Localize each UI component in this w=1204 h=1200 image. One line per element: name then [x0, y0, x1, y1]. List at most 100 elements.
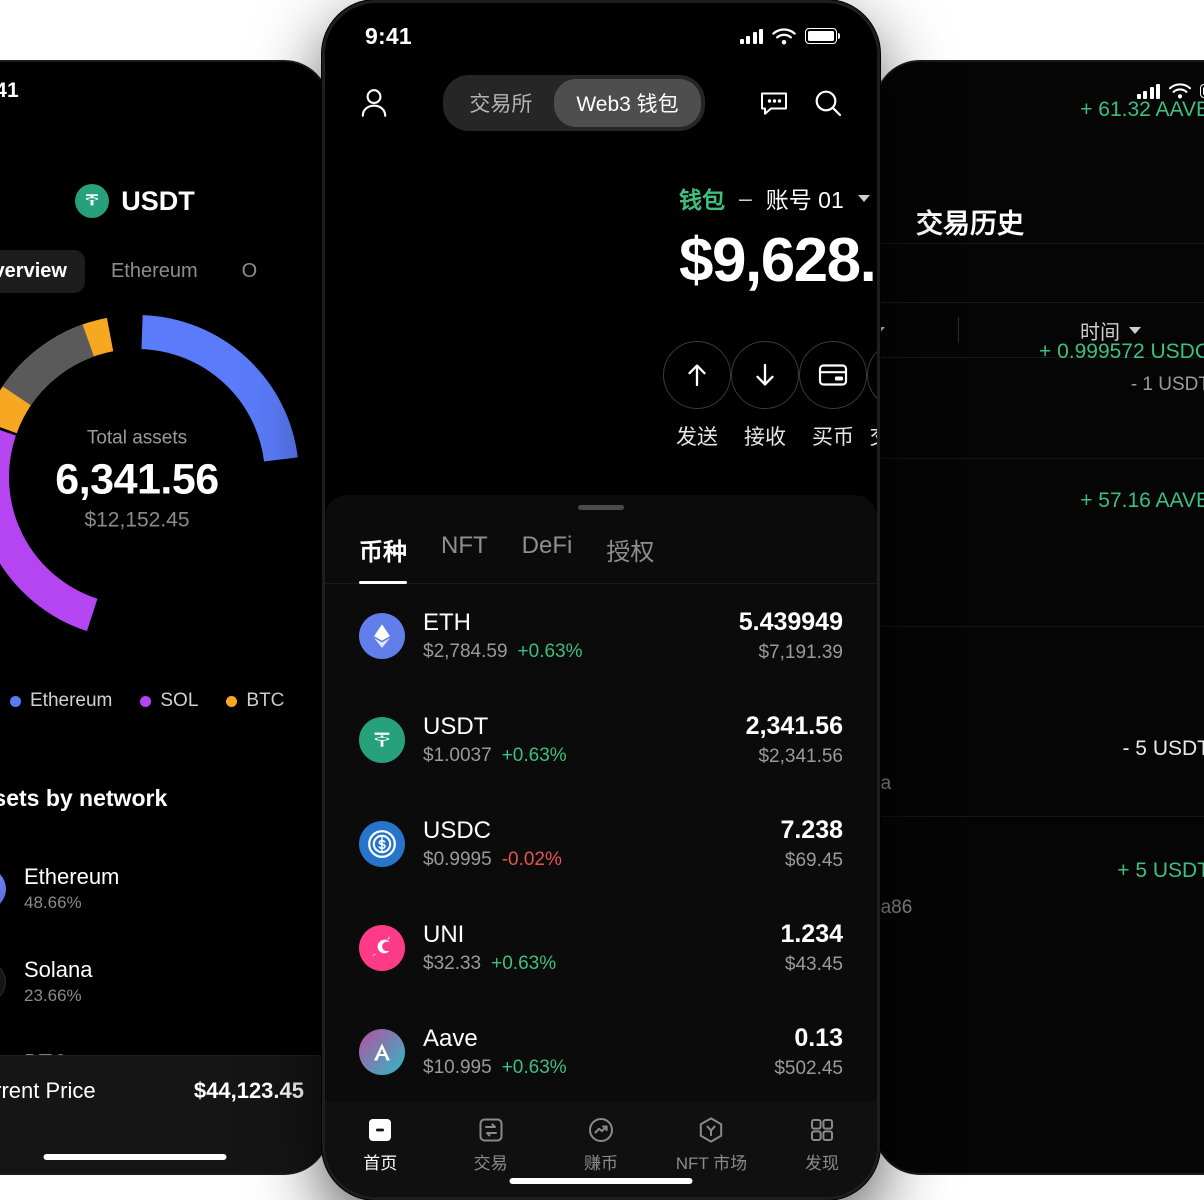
status-time: 9:41 — [365, 22, 412, 49]
legend-label-ethereum: Ethereum — [30, 690, 113, 711]
token-holdings: 5.439949 $7,191.39 — [739, 608, 843, 664]
action-send[interactable]: 发送 — [663, 341, 731, 481]
legend-item-sol: SOL — [140, 690, 198, 712]
token-row-uni[interactable]: UNI $32.33 +0.63% 1.234 $43.45 — [359, 896, 843, 1000]
nav-item-trade[interactable]: 交易 — [435, 1111, 545, 1174]
donut-total-sub: $12,152.45 — [84, 508, 190, 531]
page-title: 交易历史 — [916, 209, 1024, 239]
network-name: Solana — [24, 957, 93, 982]
assets-by-network-heading: Assets by network — [0, 785, 168, 811]
toggle-option-exchange[interactable]: 交易所 — [469, 93, 533, 116]
token-symbol: USDT — [423, 713, 489, 740]
network-percent: 23.66% — [24, 986, 82, 1005]
legend-label-sol: SOL — [160, 690, 199, 711]
nft-icon — [656, 1111, 766, 1149]
tab-defi[interactable]: DeFi — [521, 532, 573, 559]
legend-item-btc: BTC — [226, 690, 284, 712]
transaction-row[interactable]: + 61.32 AAVE — [876, 62, 1204, 244]
credit-card-icon — [799, 341, 867, 409]
token-row-eth[interactable]: ETH $2,784.59 +0.63% 5.439949 $7,191.39 — [359, 584, 843, 688]
filter-time-label: 时间 — [1080, 321, 1120, 344]
token-symbol: USDT — [121, 185, 195, 216]
arrow-down-icon — [731, 341, 799, 409]
nav-label: NFT 市场 — [675, 1154, 748, 1173]
action-receive[interactable]: 接收 — [731, 341, 799, 481]
network-info: Solana 23.66% — [24, 957, 93, 1006]
wallet-account-selector[interactable]: 钱包 – 账号 01 — [679, 181, 877, 215]
tab-overview[interactable]: Overview — [0, 250, 85, 293]
action-label: 发送 — [676, 426, 718, 449]
solana-icon — [0, 960, 6, 1003]
right-phone-transaction-history: 交易历史 时间 + 61.32 AAVE + 0.999572 USDC — [874, 60, 1204, 1175]
filter-time[interactable]: 时间 — [1080, 316, 1141, 345]
tab-tokens[interactable]: 币种 — [359, 532, 407, 584]
transaction-row[interactable]: + 5 USDT ba86 — [876, 817, 1204, 967]
wallet-name: 钱包 — [679, 187, 725, 213]
discover-icon — [767, 1111, 877, 1149]
action-label: 交易历史 — [870, 426, 878, 479]
signal-bars-icon — [1136, 83, 1160, 99]
wallet-header: 交易所 Web3 钱包 — [325, 73, 877, 133]
network-row-ethereum[interactable]: Ethereum 48.66% — [0, 842, 328, 935]
nav-item-discover[interactable]: 发现 — [767, 1111, 877, 1174]
tab-other[interactable]: O — [241, 260, 258, 282]
action-history[interactable]: 交易历史 — [867, 341, 877, 481]
token-symbol: UNI — [423, 921, 465, 948]
transaction-row[interactable]: - 5 USDT 0a — [876, 627, 1204, 817]
filter-type[interactable] — [876, 326, 885, 334]
current-price-label: Current Price — [0, 1078, 96, 1103]
wallet-action-buttons: 发送 接收 买币 交易 — [663, 341, 877, 481]
chevron-down-icon[interactable] — [857, 194, 870, 202]
usdc-icon: S — [359, 821, 405, 867]
token-change: +0.63% — [501, 1057, 567, 1078]
token-change: +0.63% — [491, 953, 557, 974]
ethereum-icon — [0, 867, 6, 910]
transaction-row[interactable]: + 57.16 AAVE — [876, 459, 1204, 627]
nav-item-nft-market[interactable]: NFT 市场 — [656, 1111, 766, 1174]
person-icon[interactable] — [359, 87, 389, 119]
token-row-aave[interactable]: Aave $10.995 +0.63% 0.13 $502.45 — [359, 1000, 843, 1101]
assets-donut-chart: Total assets 6,341.56 $12,152.45 — [0, 287, 328, 672]
toggle-option-web3-wallet[interactable]: Web3 钱包 — [554, 79, 701, 127]
token-info: USDT $1.0037 +0.63% — [423, 713, 746, 767]
sheet-grabber[interactable] — [578, 505, 624, 510]
battery-icon — [1200, 84, 1204, 98]
chevron-down-icon — [1129, 326, 1141, 334]
status-icons — [1136, 83, 1204, 99]
earn-icon — [546, 1111, 656, 1149]
tab-nft[interactable]: NFT — [441, 532, 488, 559]
tether-icon — [359, 717, 405, 763]
token-meta: $10.995 +0.63% — [423, 1057, 774, 1079]
exchange-icon — [435, 1111, 545, 1149]
wifi-icon — [1169, 83, 1191, 99]
nav-item-earn[interactable]: 赚币 — [546, 1111, 656, 1174]
network-row-solana[interactable]: Solana 23.66% — [0, 935, 328, 1028]
token-list: ETH $2,784.59 +0.63% 5.439949 $7,191.39 — [325, 584, 877, 1101]
action-buy[interactable]: 买币 — [799, 341, 867, 481]
token-change: +0.63% — [501, 745, 567, 766]
chat-bubble-icon[interactable] — [759, 89, 789, 117]
search-icon[interactable] — [813, 88, 843, 118]
transaction-row[interactable]: + 0.999572 USDC - 1 USDT — [876, 244, 1204, 459]
arrow-up-icon — [663, 341, 731, 409]
exchange-wallet-toggle[interactable]: 交易所 Web3 钱包 — [443, 75, 705, 131]
home-indicator — [509, 1178, 693, 1184]
nav-item-home[interactable]: 首页 — [325, 1111, 435, 1174]
legend-dot-sol — [140, 695, 152, 707]
status-time: 9:41 — [0, 79, 19, 102]
tab-ethereum[interactable]: Ethereum — [110, 260, 198, 282]
token-row-usdt[interactable]: USDT $1.0037 +0.63% 2,341.56 $2,341.56 — [359, 688, 843, 792]
header-actions — [759, 88, 843, 118]
wallet-balance: $9,628.52 — [679, 226, 877, 295]
transaction-amount: + 61.32 AAVE — [1080, 98, 1204, 121]
wifi-icon — [772, 27, 796, 45]
left-phone-usdt-detail: 9:41 USDT Overview Ethereum O — [0, 60, 330, 1175]
token-holdings: 1.234 $43.45 — [780, 920, 843, 976]
tab-approvals[interactable]: 授权 — [606, 539, 655, 566]
status-icons — [739, 27, 841, 45]
left-nav-bar: USDT — [0, 174, 328, 234]
token-amount: 0.13 — [794, 1024, 843, 1052]
token-row-usdc[interactable]: S USDC $0.9995 -0.02% 7.23 — [359, 792, 843, 896]
token-meta: $32.33 +0.63% — [423, 953, 780, 975]
transaction-list: + 61.32 AAVE + 0.999572 USDC - 1 USDT + … — [876, 62, 1204, 967]
